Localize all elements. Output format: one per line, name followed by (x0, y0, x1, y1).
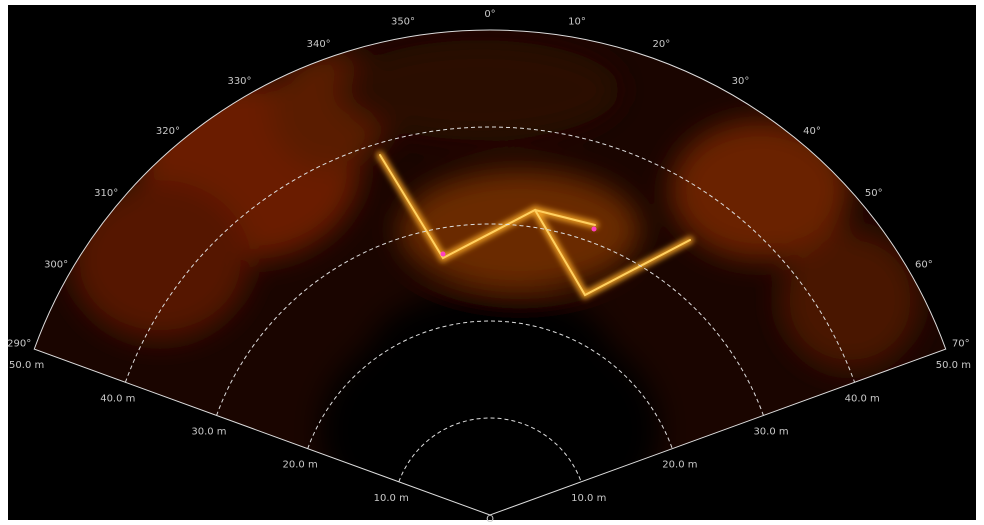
outer-arc (33, 29, 947, 516)
bearing-label: 50° (865, 188, 883, 199)
bearing-label: 310° (94, 188, 118, 199)
range-ring (307, 320, 673, 449)
bearing-label: 20° (652, 39, 670, 50)
range-label: 10.0 m (374, 493, 409, 504)
bearing-label: 70° (952, 339, 970, 350)
range-label: 50.0 m (9, 360, 44, 371)
origin-label: O (486, 514, 494, 525)
range-label: 40.0 m (845, 393, 880, 404)
range-ring (124, 126, 856, 383)
bearing-label: 10° (568, 17, 586, 28)
bearing-label: 40° (803, 126, 821, 137)
range-label: 10.0 m (571, 493, 606, 504)
bearing-label: 330° (227, 76, 251, 87)
bearing-label: 320° (156, 126, 180, 137)
bearing-label: 340° (307, 39, 331, 50)
bearing-label: 300° (44, 260, 68, 271)
range-label: 20.0 m (283, 460, 318, 471)
bearing-label: 60° (915, 260, 933, 271)
bearing-label: 350° (391, 17, 415, 28)
bearing-label: 290° (7, 339, 31, 350)
range-label: 50.0 m (936, 360, 971, 371)
range-overlay: 10.0 m 20.0 m 30.0 m 40.0 m 50.0 m 10.0 m 20.0… (7, 9, 971, 525)
range-label: 40.0 m (100, 393, 135, 404)
range-label: 30.0 m (753, 426, 788, 437)
bearing-label: 0° (484, 9, 495, 20)
range-label: 30.0 m (191, 426, 226, 437)
bearing-label: 30° (732, 76, 750, 87)
range-label: 20.0 m (662, 460, 697, 471)
